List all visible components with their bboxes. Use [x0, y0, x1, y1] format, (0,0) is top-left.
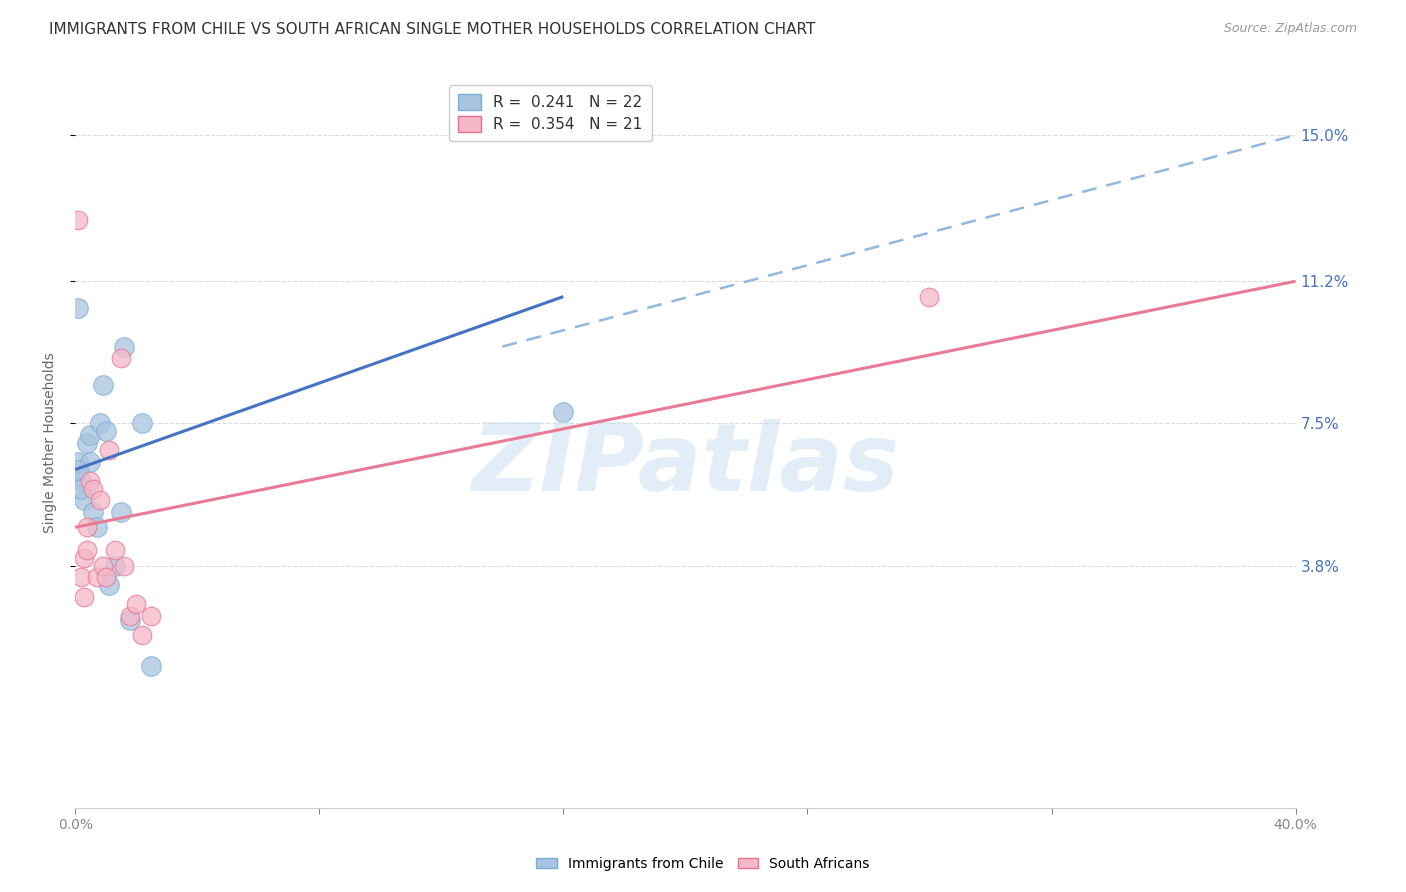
- Point: [110, 505, 132, 519]
- Point: [82, 505, 104, 519]
- Point: [79, 474, 101, 488]
- Point: [112, 340, 135, 354]
- Point: [76, 435, 98, 450]
- Point: [141, 658, 163, 673]
- Point: [79, 455, 101, 469]
- Point: [91, 558, 114, 573]
- Point: [70, 482, 93, 496]
- Text: ZIPatlas: ZIPatlas: [471, 418, 900, 510]
- Point: [112, 558, 135, 573]
- Point: [79, 428, 101, 442]
- Point: [76, 543, 98, 558]
- Point: [110, 351, 132, 365]
- Point: [120, 608, 142, 623]
- Point: [94, 570, 117, 584]
- Point: [82, 482, 104, 496]
- Point: [89, 417, 111, 431]
- Point: [91, 378, 114, 392]
- Point: [73, 551, 96, 566]
- Point: [131, 628, 153, 642]
- Point: [73, 493, 96, 508]
- Point: [67, 212, 90, 227]
- Point: [125, 597, 148, 611]
- Point: [67, 301, 90, 315]
- Point: [89, 493, 111, 508]
- Y-axis label: Single Mother Households: Single Mother Households: [44, 352, 58, 533]
- Point: [67, 462, 90, 476]
- Legend: R =  0.241   N = 22, R =  0.354   N = 21: R = 0.241 N = 22, R = 0.354 N = 21: [449, 85, 651, 142]
- Point: [918, 290, 941, 304]
- Text: IMMIGRANTS FROM CHILE VS SOUTH AFRICAN SINGLE MOTHER HOUSEHOLDS CORRELATION CHAR: IMMIGRANTS FROM CHILE VS SOUTH AFRICAN S…: [49, 22, 815, 37]
- Point: [104, 543, 127, 558]
- Point: [97, 443, 120, 458]
- Point: [86, 520, 108, 534]
- Point: [94, 424, 117, 438]
- Point: [141, 608, 163, 623]
- Point: [70, 474, 93, 488]
- Point: [73, 590, 96, 604]
- Point: [131, 417, 153, 431]
- Point: [120, 613, 142, 627]
- Point: [67, 455, 90, 469]
- Point: [104, 558, 127, 573]
- Legend: Immigrants from Chile, South Africans: Immigrants from Chile, South Africans: [530, 851, 876, 876]
- Point: [97, 578, 120, 592]
- Text: Source: ZipAtlas.com: Source: ZipAtlas.com: [1223, 22, 1357, 36]
- Point: [76, 520, 98, 534]
- Point: [553, 405, 575, 419]
- Point: [86, 570, 108, 584]
- Point: [70, 570, 93, 584]
